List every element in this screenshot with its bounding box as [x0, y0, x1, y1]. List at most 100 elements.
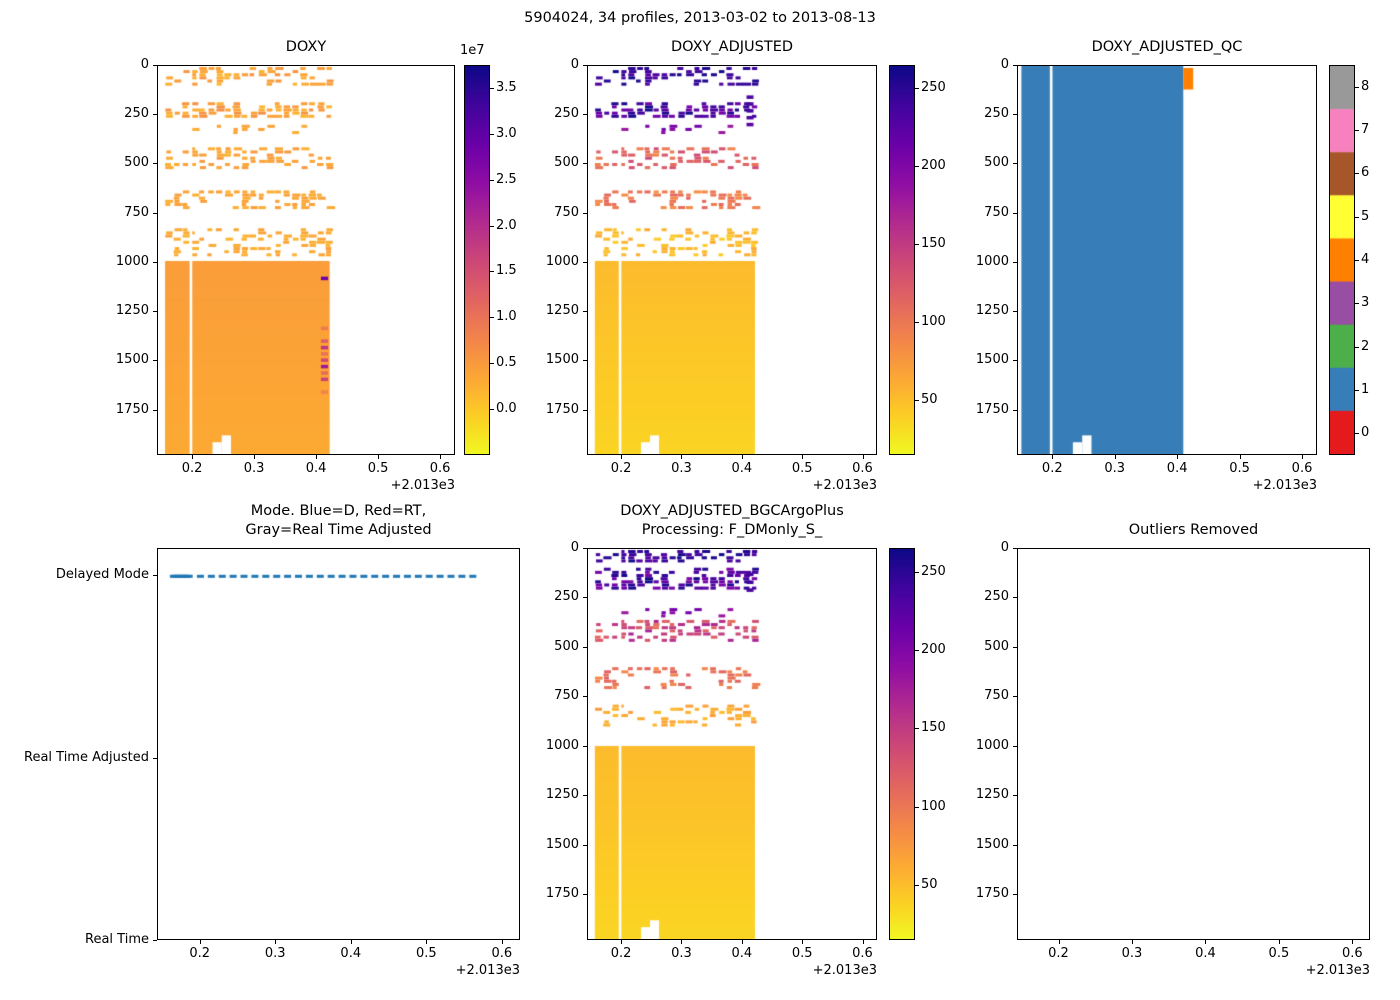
x-tick-label: 0.5 — [415, 946, 437, 961]
tick-mark — [1177, 455, 1179, 459]
x-tick-label: 0.2 — [610, 461, 632, 476]
y-tick-label: 0 — [1000, 57, 1009, 72]
tick-mark — [1013, 409, 1017, 411]
tick-mark — [915, 88, 919, 90]
tick-mark — [583, 548, 587, 549]
tick-mark — [490, 133, 494, 135]
bgcargoplus-colorbar-canvas — [890, 549, 914, 939]
colorbar-tick-label: 200 — [921, 641, 946, 657]
y-tick-label: 1750 — [975, 886, 1009, 902]
tick-mark — [1013, 646, 1017, 648]
tick-mark — [1355, 130, 1359, 131]
tick-mark — [1205, 940, 1207, 944]
y-tick-label: 1250 — [975, 303, 1009, 319]
tick-mark — [501, 940, 503, 944]
tick-mark — [1355, 346, 1359, 348]
bgcargoplus-heatmap-canvas — [588, 549, 876, 939]
tick-mark — [1013, 795, 1017, 797]
x-tick-label: 0.4 — [305, 461, 327, 476]
x-tick-label: 0.5 — [1229, 461, 1250, 476]
tick-mark — [583, 114, 587, 116]
y-tick-label: 1250 — [115, 303, 149, 319]
tick-mark — [915, 885, 919, 887]
tick-mark — [1278, 940, 1280, 944]
y-tick-label: 1500 — [975, 352, 1009, 368]
tick-mark — [440, 455, 442, 459]
colorbar-tick-label: 150 — [921, 236, 946, 252]
colorbar-tick-label: 250 — [921, 563, 946, 579]
tick-mark — [490, 179, 494, 181]
doxy-adjusted-qc-heatmap-canvas — [1018, 66, 1316, 454]
colorbar-tick-label: 0.0 — [496, 401, 517, 417]
tick-mark — [153, 940, 157, 941]
tick-mark — [153, 409, 157, 411]
colorbar-tick-label: 2 — [1361, 338, 1370, 354]
y-tick-label: 1500 — [545, 836, 579, 852]
y-tick-label: 1750 — [545, 886, 579, 902]
colorbar-tick-label: 7 — [1361, 122, 1370, 137]
y-tick-label: 1750 — [545, 401, 579, 417]
colorbar-tick-label: 3.5 — [496, 79, 517, 95]
x-tick-label: 0.2 — [1048, 946, 1069, 961]
tick-mark — [1013, 65, 1017, 66]
tick-mark — [583, 409, 587, 411]
x-tick-label: 0.5 — [791, 946, 813, 961]
y-tick-label: 750 — [124, 204, 149, 220]
doxy-heatmap-canvas — [158, 66, 454, 454]
subplot-title-doxy-adjusted-qc: DOXY_ADJUSTED_QC — [1091, 39, 1243, 56]
tick-mark — [621, 455, 623, 459]
x-tick-label: 0.4 — [1166, 461, 1188, 476]
doxy-adjusted-heatmap-canvas — [588, 66, 876, 454]
y-tick-label: 0 — [140, 57, 149, 72]
colorbar-tick-label: 3.0 — [496, 125, 517, 141]
y-tick-label: 1750 — [975, 401, 1009, 417]
tick-mark — [153, 261, 157, 263]
x-tick-label: 0.6 — [1342, 946, 1363, 961]
tick-mark — [583, 894, 587, 896]
tick-mark — [583, 311, 587, 313]
tick-mark — [1013, 163, 1017, 165]
x-axis-offset-label: +2.013e3 — [390, 478, 455, 493]
y-tick-label: 500 — [124, 155, 149, 171]
subplot-title-mode: Mode. Blue=D, Red=RT, Gray=Real Time Adj… — [245, 503, 432, 539]
tick-mark — [1355, 390, 1359, 391]
figure-title: 5904024, 34 profiles, 2013-03-02 to 2013… — [524, 10, 876, 26]
doxy-adjusted-plot-axes — [587, 65, 877, 455]
tick-mark — [1013, 844, 1017, 846]
tick-mark — [741, 455, 743, 459]
tick-mark — [350, 940, 352, 944]
x-tick-label: 0.3 — [1104, 461, 1126, 476]
tick-mark — [316, 455, 318, 459]
y-tick-label: 250 — [984, 589, 1009, 605]
x-tick-label: 0.3 — [1121, 946, 1143, 961]
colorbar-tick-label: 1 — [1361, 382, 1370, 397]
tick-mark — [1013, 261, 1017, 263]
tick-mark — [915, 400, 919, 402]
doxy-adjusted-colorbar — [889, 65, 915, 455]
tick-mark — [1013, 894, 1017, 896]
x-tick-label: 0.6 — [852, 946, 873, 961]
colorbar-tick-label: 1.5 — [496, 263, 517, 279]
doxy-colorbar — [464, 65, 490, 455]
tick-mark — [1013, 360, 1017, 362]
x-tick-label: 0.5 — [1268, 946, 1290, 961]
y-tick-label: 0 — [1000, 540, 1009, 555]
x-tick-label: 0.3 — [243, 461, 265, 476]
tick-mark — [1013, 548, 1017, 549]
tick-mark — [1013, 696, 1017, 698]
colorbar-tick-label: 8 — [1361, 78, 1370, 94]
qc-colorbar — [1329, 65, 1355, 455]
x-tick-label: 0.4 — [340, 946, 362, 961]
y-tick-label: 1250 — [545, 303, 579, 319]
tick-mark — [1013, 311, 1017, 313]
tick-mark — [915, 728, 919, 730]
tick-mark — [583, 261, 587, 263]
y-tick-label: 1250 — [975, 787, 1009, 803]
tick-mark — [153, 212, 157, 214]
tick-mark — [1352, 940, 1354, 944]
tick-mark — [1013, 114, 1017, 116]
x-axis-offset-label: +2.013e3 — [1252, 478, 1317, 493]
tick-mark — [254, 455, 256, 459]
y-tick-label: 750 — [554, 204, 579, 220]
